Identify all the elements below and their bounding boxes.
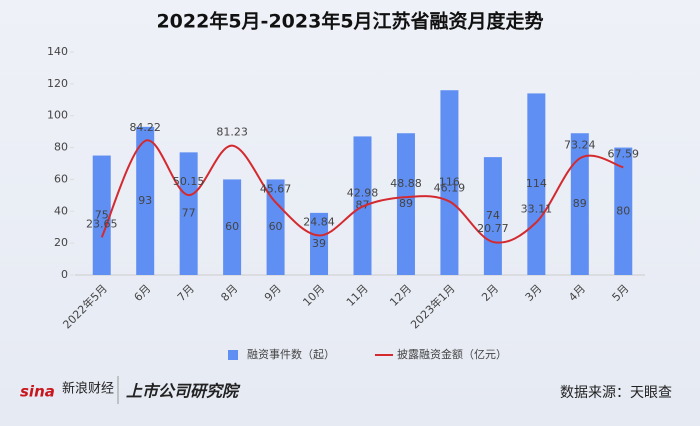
bar-value-label: 80 xyxy=(616,204,630,217)
bar xyxy=(179,152,198,275)
y-tick-label: 40 xyxy=(54,204,68,217)
bar xyxy=(396,133,415,275)
bar xyxy=(440,90,459,275)
line-value-label: 20.77 xyxy=(477,222,509,235)
bar xyxy=(483,157,502,275)
bar-value-label: 39 xyxy=(312,237,326,250)
bar-value-label: 60 xyxy=(269,220,283,233)
brand-logo: sina xyxy=(20,383,55,401)
bar xyxy=(570,133,589,275)
y-tick-label: 60 xyxy=(54,172,68,185)
x-tick-label: 5月 xyxy=(610,282,632,304)
source: 数据来源：天眼查 xyxy=(560,385,672,401)
bar xyxy=(527,93,546,276)
x-tick-label: 9月 xyxy=(262,282,284,304)
y-tick-label: 80 xyxy=(54,141,68,154)
line-value-label: 46.19 xyxy=(434,181,466,194)
bar xyxy=(310,212,329,275)
x-tick-label: 11月 xyxy=(344,282,371,309)
bar xyxy=(614,147,633,275)
line-value-label: 81.23 xyxy=(216,126,248,139)
bar-value-label: 93 xyxy=(138,194,152,207)
legend-label: 披露融资金额（亿元） xyxy=(397,347,507,361)
brand-name: 上市公司研究院 xyxy=(126,382,241,401)
line-value-label: 48.88 xyxy=(390,177,422,190)
line xyxy=(100,139,624,244)
line-value-label: 50.15 xyxy=(173,175,205,188)
bar xyxy=(92,155,111,275)
line-value-label: 42.98 xyxy=(347,187,379,200)
bar xyxy=(223,179,242,275)
bar-value-label: 74 xyxy=(486,209,500,222)
y-tick-label: 140 xyxy=(47,45,68,58)
x-tick-label: 10月 xyxy=(300,282,327,309)
bar-value-label: 60 xyxy=(225,220,239,233)
line-value-label: 23.65 xyxy=(86,217,118,230)
x-tick-label: 3月 xyxy=(523,282,545,304)
legend-swatch xyxy=(228,350,238,360)
chart-title: 2022年5月-2023年5月江苏省融资月度走势 xyxy=(156,10,543,33)
line-value-label: 45.67 xyxy=(260,182,292,195)
line-value-label: 84.22 xyxy=(129,121,161,134)
line-value-label: 33.11 xyxy=(521,202,553,215)
bar xyxy=(136,126,155,275)
x-tick-label: 2月 xyxy=(479,282,501,304)
line-value-label: 67.59 xyxy=(608,147,640,160)
line-value-label: 73.24 xyxy=(564,138,596,151)
line-value-label: 24.84 xyxy=(303,215,335,228)
x-tick-label: 6月 xyxy=(132,282,154,304)
legend-label: 融资事件数（起） xyxy=(247,348,335,361)
bar-value-label: 89 xyxy=(399,197,413,210)
x-tick-label: 12月 xyxy=(387,282,414,309)
x-tick-label: 2023年1月 xyxy=(407,281,457,331)
y-tick-label: 0 xyxy=(61,268,68,281)
x-tick-label: 2022年5月 xyxy=(60,281,110,331)
x-tick-label: 4月 xyxy=(566,282,588,304)
brand-name: 新浪财经 xyxy=(62,381,114,397)
bar-value-label: 77 xyxy=(182,207,196,220)
bar-value-label: 75 xyxy=(95,208,109,221)
y-tick-label: 20 xyxy=(54,236,68,249)
bar-value-label: 89 xyxy=(573,197,587,210)
bar-value-label: 116 xyxy=(439,176,460,189)
y-tick-label: 120 xyxy=(47,77,68,90)
bar-value-label: 114 xyxy=(526,177,547,190)
y-tick-label: 100 xyxy=(47,109,68,122)
x-tick-label: 8月 xyxy=(218,282,240,304)
bar xyxy=(266,179,285,275)
x-tick-label: 7月 xyxy=(175,282,197,304)
